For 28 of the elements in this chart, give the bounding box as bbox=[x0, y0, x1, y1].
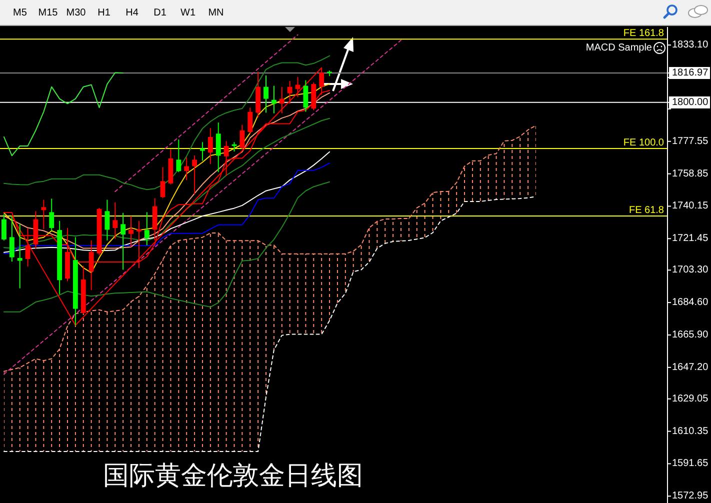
y-tick-label: 1721.45 bbox=[672, 233, 708, 244]
title: 国际黄金伦敦金日线图 bbox=[103, 460, 363, 490]
ref-line-label: FE 100.0 bbox=[623, 138, 664, 149]
toolbar-label: M15 bbox=[38, 8, 58, 18]
toolbar-label: M5 bbox=[13, 8, 27, 18]
y-tick-label: 1629.05 bbox=[672, 393, 708, 404]
y-tick-label: 1816.97 bbox=[672, 68, 708, 78]
y-tick-label: 1833.10 bbox=[672, 40, 708, 51]
toolbar-label: H4 bbox=[126, 8, 138, 18]
y-tick-label: 1758.85 bbox=[672, 168, 708, 180]
toolbar-label: D1 bbox=[154, 8, 166, 18]
y-tick-label: 1740.15 bbox=[672, 200, 708, 212]
subtitle: MACD Sample bbox=[586, 42, 652, 54]
y-tick-label: 1684.60 bbox=[672, 297, 708, 308]
toolbar-label: MN bbox=[208, 8, 224, 18]
y-tick-label: 1703.30 bbox=[672, 264, 708, 276]
y-tick-label: 1777.55 bbox=[672, 136, 708, 147]
y-tick-label: 1591.65 bbox=[672, 458, 708, 470]
ref-line-label: FE 61.8 bbox=[628, 205, 664, 216]
toolbar-label: W1 bbox=[180, 8, 196, 18]
ref-line-label: FE 161.8 bbox=[623, 28, 664, 40]
toolbar-label: M30 bbox=[66, 8, 86, 18]
y-tick-label: 1572.95 bbox=[672, 490, 708, 502]
y-tick-label: 1647.20 bbox=[672, 362, 708, 373]
y-tick-label: 1610.35 bbox=[672, 426, 708, 437]
y-tick-label: 1665.90 bbox=[672, 329, 708, 340]
y-tick-label: 1800.00 bbox=[672, 96, 708, 108]
toolbar-label: H1 bbox=[98, 8, 110, 18]
